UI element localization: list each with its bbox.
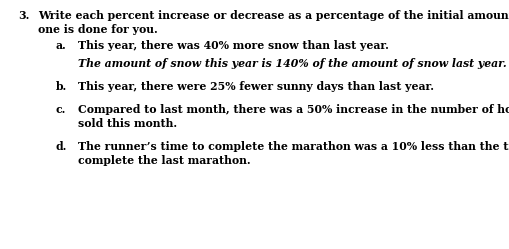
- Text: b.: b.: [56, 81, 67, 92]
- Text: a.: a.: [56, 40, 67, 51]
- Text: Compared to last month, there was a 50% increase in the number of houses: Compared to last month, there was a 50% …: [78, 104, 509, 115]
- Text: The amount of snow this year is 140% of the amount of snow last year.: The amount of snow this year is 140% of …: [78, 58, 505, 69]
- Text: This year, there was 40% more snow than last year.: This year, there was 40% more snow than …: [78, 40, 388, 51]
- Text: one is done for you.: one is done for you.: [38, 24, 157, 35]
- Text: sold this month.: sold this month.: [78, 118, 177, 129]
- Text: d.: d.: [56, 141, 67, 152]
- Text: 3.: 3.: [18, 10, 30, 21]
- Text: complete the last marathon.: complete the last marathon.: [78, 155, 250, 166]
- Text: Write each percent increase or decrease as a percentage of the initial amount. T: Write each percent increase or decrease …: [38, 10, 509, 21]
- Text: c.: c.: [56, 104, 66, 115]
- Text: The runner’s time to complete the marathon was a 10% less than the time to: The runner’s time to complete the marath…: [78, 141, 509, 152]
- Text: This year, there were 25% fewer sunny days than last year.: This year, there were 25% fewer sunny da…: [78, 81, 433, 92]
